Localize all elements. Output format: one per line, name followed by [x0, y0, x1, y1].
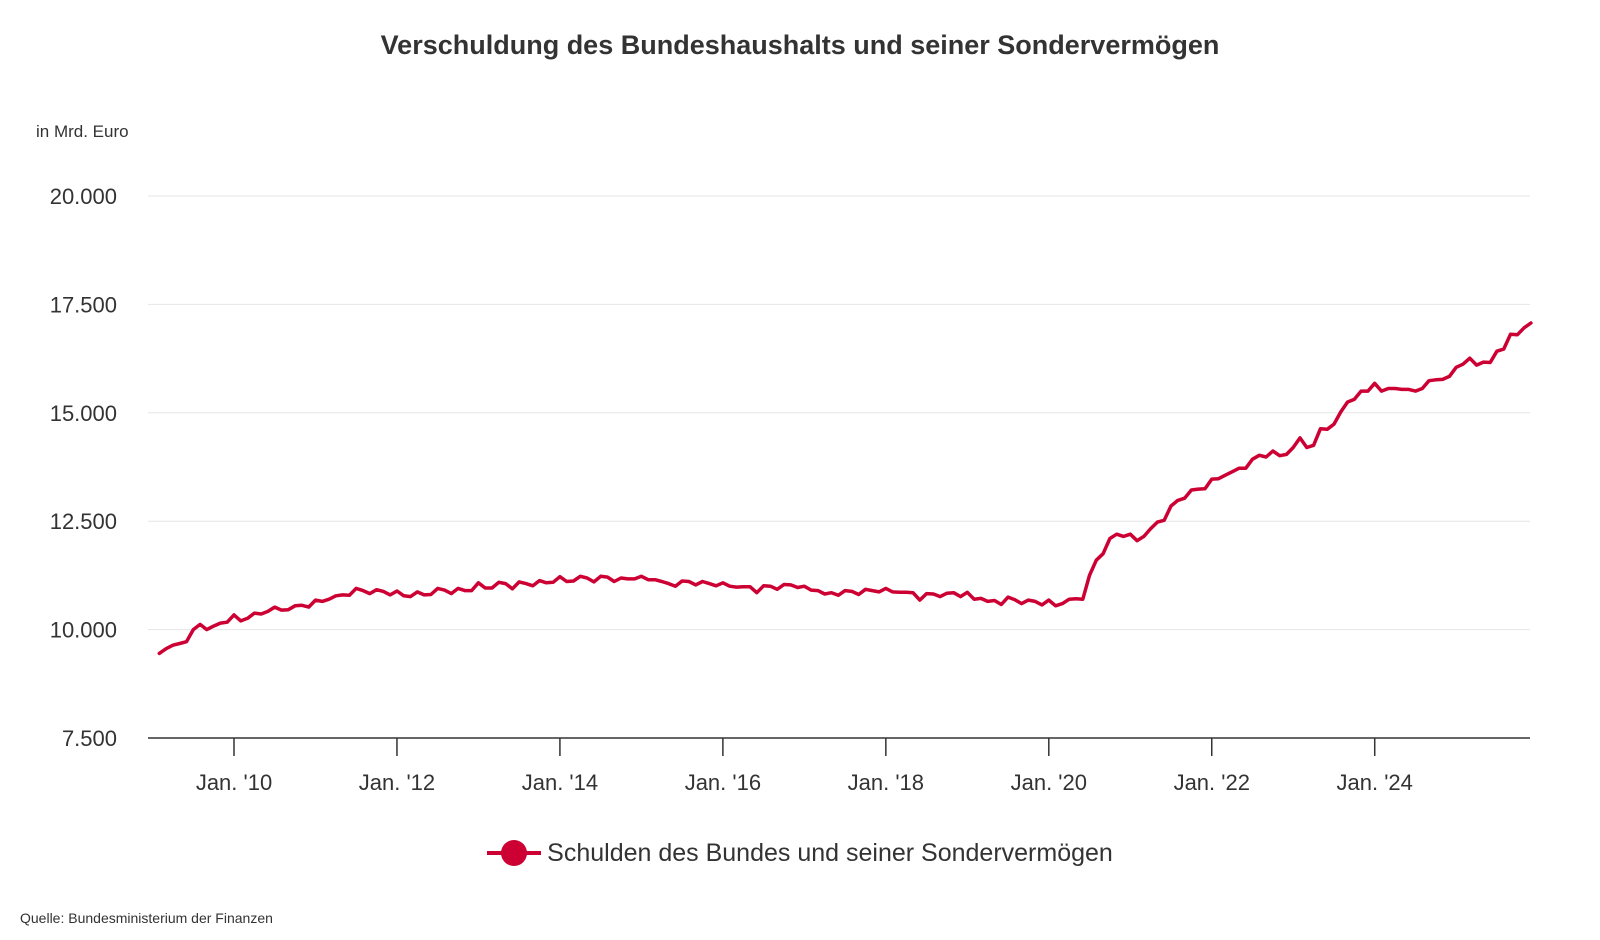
- x-tick-label: Jan. '10: [196, 770, 272, 795]
- y-axis-ticks: 7.500 10.000 12.500 15.000 17.500 20.000: [50, 184, 117, 751]
- x-tick-label: Jan. '16: [685, 770, 761, 795]
- source-note: Quelle: Bundesministerium der Finanzen: [20, 910, 273, 926]
- legend-marker-icon: [487, 838, 542, 868]
- y-axis-unit-label: in Mrd. Euro: [36, 122, 129, 141]
- legend[interactable]: Schulden des Bundes und seiner Sonderver…: [0, 838, 1600, 868]
- y-tick-label: 15.000: [50, 401, 117, 426]
- y-tick-label: 20.000: [50, 184, 117, 209]
- x-tick-label: Jan. '14: [522, 770, 598, 795]
- legend-dot: [501, 840, 528, 866]
- y-tick-label: 7.500: [62, 726, 117, 751]
- x-tick-label: Jan. '24: [1337, 770, 1413, 795]
- series-group: [157, 321, 1533, 656]
- x-tick-label: Jan. '12: [359, 770, 435, 795]
- series-line[interactable]: [157, 321, 1533, 656]
- chart-title: Verschuldung des Bundeshaushalts und sei…: [380, 30, 1220, 60]
- legend-label: Schulden des Bundes und seiner Sonderver…: [547, 838, 1113, 867]
- y-tick-label: 17.500: [50, 292, 117, 317]
- x-tick-label: Jan. '20: [1011, 770, 1087, 795]
- x-tick-label: Jan. '22: [1174, 770, 1250, 795]
- x-tick-label: Jan. '18: [848, 770, 924, 795]
- gridlines: [148, 195, 1530, 631]
- x-axis-ticks: Jan. '10 Jan. '12 Jan. '14 Jan. '16 Jan. '18…: [196, 738, 1413, 795]
- y-tick-label: 10.000: [50, 618, 117, 643]
- y-tick-label: 12.500: [50, 509, 117, 534]
